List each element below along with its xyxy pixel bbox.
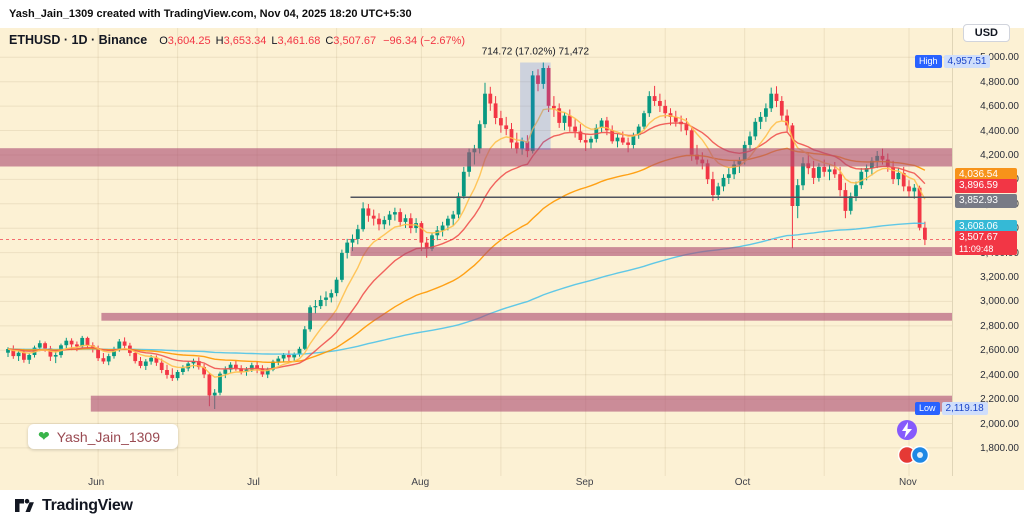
price-tick-label: 3,000.00 [980, 296, 1019, 308]
open-value: 3,604.25 [167, 35, 211, 47]
green-heart-icon: ❤ [38, 428, 50, 444]
attribution-bar: Yash_Jain_1309 created with TradingView.… [0, 0, 1024, 28]
ema-200-line[interactable] [7, 222, 925, 355]
price-tick-label: 4,200.00 [980, 149, 1019, 161]
month-tick-label: Aug [411, 477, 430, 488]
low-price-label: Low 2,119.18 [915, 401, 988, 415]
price-tick-label: 4,400.00 [980, 125, 1019, 137]
price-range-measurement[interactable]: 714.72 (17.02%) 71,472 [482, 47, 590, 150]
ohlc-values: O3,604.25 H3,653.34 L3,461.68 C3,507.67 [154, 35, 376, 47]
price-badge: 3,852.93 [955, 194, 1017, 209]
month-tick-label: Sep [575, 477, 594, 488]
ema-21-line[interactable] [7, 122, 926, 370]
symbol-legend[interactable]: ETHUSD · 1D · Binance O3,604.25 H3,653.34… [9, 33, 465, 47]
price-tick-label: 2,000.00 [980, 418, 1019, 430]
price-tick-label: 2,400.00 [980, 369, 1019, 381]
price-badge: 3,608.06 [955, 220, 1017, 235]
month-tick-label: Oct [734, 477, 751, 488]
high-value: 3,653.34 [223, 35, 267, 47]
lightning-sticker-icon[interactable] [894, 418, 920, 444]
price-badge: 3,507.67 11:09:48 [955, 231, 1017, 256]
price-tick-label: 5,000.00 [980, 52, 1019, 64]
chart-area: 714.72 (17.02%) 71,472 ETHUSD · 1D · Bin… [0, 28, 1024, 490]
price-badge: 4,036.54 [955, 167, 1017, 182]
low-label: L [271, 35, 278, 47]
price-tick-label: 1,800.00 [980, 442, 1019, 454]
price-badge: 3,896.59 [955, 178, 1017, 193]
supply-demand-zone[interactable] [101, 312, 952, 321]
price-tick-label: 2,200.00 [980, 394, 1019, 406]
watermark-name: Yash_Jain_1309 [56, 428, 161, 445]
open-label: O [159, 35, 168, 47]
high-price-label: High 4,957.51 [915, 55, 991, 69]
supply-demand-zone[interactable] [350, 247, 953, 256]
chart-stickers [894, 418, 940, 465]
user-watermark[interactable]: ❤ Yash_Jain_1309 [28, 424, 179, 449]
close-label: C [325, 35, 334, 47]
price-tick-label: 2,800.00 [980, 320, 1019, 332]
attribution-text: Yash_Jain_1309 created with TradingView.… [9, 8, 412, 20]
price-change: −96.34 (−2.67%) [383, 35, 466, 47]
footer-bar: TradingView [0, 490, 1024, 521]
supply-demand-zone[interactable] [0, 148, 952, 167]
month-tick-label: Jun [88, 477, 105, 488]
measure-label: 714.72 (17.02%) 71,472 [482, 47, 590, 58]
candlestick-chart[interactable]: 714.72 (17.02%) 71,472 [0, 28, 952, 476]
price-tick-label: 3,200.00 [980, 272, 1019, 284]
time-axis[interactable]: Jun Jul Aug Sep Oct Nov [0, 476, 952, 490]
high-label: H [215, 35, 224, 47]
symbol-title[interactable]: ETHUSD · 1D · Binance [9, 33, 148, 47]
price-tick-label: 2,600.00 [980, 345, 1019, 357]
supply-demand-zone[interactable] [90, 395, 952, 412]
month-tick-label: Jul [247, 477, 260, 488]
currency-toggle-button[interactable]: USD [962, 24, 1010, 42]
tradingview-logo[interactable] [14, 495, 35, 516]
price-tick-label: 4,800.00 [980, 76, 1019, 88]
tradingview-brand-text[interactable]: TradingView [42, 496, 133, 514]
month-tick-label: Nov [899, 477, 917, 488]
close-value: 3,507.67 [333, 35, 377, 47]
price-axis[interactable]: 1,800.00 2,000.00 2,200.00 2,400.00 2,600.00… [915, 28, 1024, 476]
circles-sticker-icon[interactable] [896, 445, 934, 465]
price-tick-label: 4,600.00 [980, 101, 1019, 113]
ema-9-line[interactable] [7, 108, 926, 378]
low-value: 3,461.68 [277, 35, 321, 47]
